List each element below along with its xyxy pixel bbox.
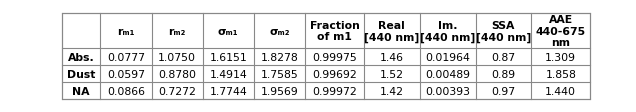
- Text: 1.309: 1.309: [545, 52, 576, 62]
- Text: SSA
[440 nm]: SSA [440 nm]: [476, 20, 531, 42]
- Text: 0.0866: 0.0866: [107, 86, 145, 96]
- Text: 1.7744: 1.7744: [209, 86, 247, 96]
- Text: 0.99692: 0.99692: [312, 69, 357, 79]
- Text: rₘ₁: rₘ₁: [117, 26, 135, 36]
- Text: 1.42: 1.42: [380, 86, 404, 96]
- Text: 0.99972: 0.99972: [312, 86, 357, 96]
- Text: 1.9569: 1.9569: [261, 86, 298, 96]
- Text: Im.
[440 nm]: Im. [440 nm]: [420, 20, 475, 42]
- Text: 0.97: 0.97: [492, 86, 516, 96]
- Text: Abs.: Abs.: [67, 52, 94, 62]
- Text: 1.6151: 1.6151: [209, 52, 247, 62]
- Text: 0.7272: 0.7272: [158, 86, 196, 96]
- Text: σₘ₁: σₘ₁: [218, 26, 238, 36]
- Text: 0.0777: 0.0777: [107, 52, 145, 62]
- Text: 0.00393: 0.00393: [425, 86, 470, 96]
- Text: 1.8278: 1.8278: [261, 52, 298, 62]
- Text: 1.46: 1.46: [380, 52, 404, 62]
- Text: 1.52: 1.52: [380, 69, 404, 79]
- Text: 0.01964: 0.01964: [425, 52, 470, 62]
- Text: 0.89: 0.89: [492, 69, 516, 79]
- Text: Real
[440 nm]: Real [440 nm]: [364, 20, 420, 42]
- Text: 0.0597: 0.0597: [107, 69, 145, 79]
- Text: 0.00489: 0.00489: [425, 69, 470, 79]
- Text: rₘ₂: rₘ₂: [169, 26, 186, 36]
- Text: 1.0750: 1.0750: [158, 52, 196, 62]
- Text: 1.4914: 1.4914: [209, 69, 247, 79]
- Text: 0.99975: 0.99975: [312, 52, 357, 62]
- Text: Fraction
of m1: Fraction of m1: [310, 21, 359, 42]
- Text: 1.440: 1.440: [545, 86, 576, 96]
- Text: 0.87: 0.87: [492, 52, 516, 62]
- Text: 1.858: 1.858: [545, 69, 576, 79]
- Text: σₘ₂: σₘ₂: [269, 26, 290, 36]
- Text: 0.8780: 0.8780: [158, 69, 196, 79]
- Text: NA: NA: [73, 86, 90, 96]
- Text: Dust: Dust: [67, 69, 95, 79]
- Text: 1.7585: 1.7585: [261, 69, 298, 79]
- Text: AAE
440-675
nm: AAE 440-675 nm: [536, 15, 586, 48]
